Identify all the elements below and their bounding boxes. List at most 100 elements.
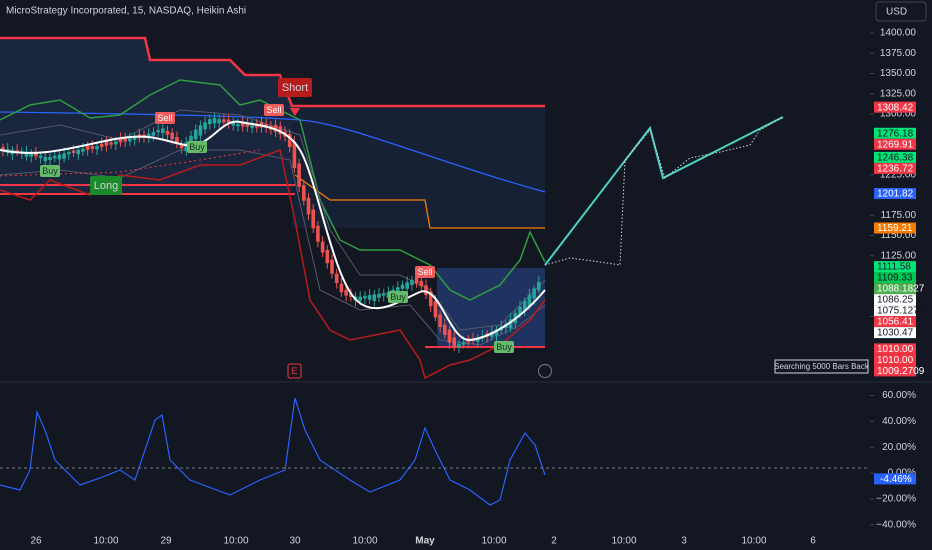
- x-tick-label: 10:00: [611, 536, 636, 547]
- candle-body: [231, 122, 236, 126]
- price-tag-label: 1056.41: [877, 317, 914, 328]
- candle-body: [311, 209, 315, 229]
- candle-body: [302, 185, 306, 201]
- candle-body: [217, 119, 221, 124]
- y-tick-label: 1300.00: [880, 109, 917, 120]
- candle-body: [170, 132, 174, 140]
- candle-body: [537, 282, 541, 291]
- price-tag-label: 1109.33: [877, 273, 913, 284]
- short-signal: [278, 78, 312, 97]
- dividend-marker[interactable]: [538, 364, 552, 378]
- price-tag-label: 1276.18: [877, 128, 914, 139]
- candle-body: [38, 155, 43, 158]
- osc-tag: [874, 473, 916, 485]
- buy-label: Buy: [390, 292, 406, 302]
- candle-body: [316, 225, 320, 242]
- sell-label: Sell: [266, 105, 281, 115]
- candle-body: [405, 282, 409, 289]
- candle-body: [81, 148, 85, 152]
- price-tag: [874, 283, 916, 295]
- oscillator-line: [0, 397, 546, 506]
- candle-body: [189, 135, 193, 145]
- candle-body: [184, 142, 189, 152]
- y-tick-label: 60.00%: [882, 390, 916, 401]
- y-tick-label: 1375.00: [880, 48, 917, 59]
- y-tick-label: 1325.00: [880, 88, 917, 99]
- candle-body: [132, 137, 137, 140]
- price-tag-label: 1246.38: [877, 153, 914, 164]
- candle-body: [62, 153, 66, 159]
- candle-body: [151, 131, 156, 136]
- candle-body: [212, 117, 217, 124]
- candle-body: [85, 145, 90, 150]
- candle-body: [198, 125, 203, 136]
- y-tick-label: −40.00%: [876, 520, 916, 531]
- axes: 1400.00 1375.00 1350.00 1325.00 1300.00 1225.…: [30, 28, 924, 547]
- symbol-title: MicroStrategy Incorporated, 15, NASDAQ, …: [6, 6, 246, 17]
- x-tick-label: 29: [160, 536, 172, 547]
- support-line: [0, 184, 545, 348]
- buy-label: Buy: [42, 166, 58, 176]
- candle-body: [48, 157, 52, 161]
- price-tag-label: 1030.47: [877, 328, 914, 339]
- candle-body: [118, 138, 123, 143]
- buy-signal: [388, 291, 408, 303]
- price-tag: [874, 272, 916, 284]
- candle-body: [532, 288, 536, 299]
- y-tick-label: 40.00%: [882, 416, 916, 427]
- candle-body: [104, 141, 109, 146]
- candle-body: [443, 324, 447, 335]
- candle-body: [128, 138, 132, 142]
- candle-body: [452, 337, 456, 348]
- candle-body: [428, 291, 433, 307]
- price-tag-label: 1088.1827: [877, 284, 925, 295]
- candle-body: [76, 149, 80, 155]
- candle-body: [438, 314, 442, 327]
- candle-body: [109, 142, 113, 145]
- candle-body: [414, 277, 419, 284]
- buy-signal: [187, 141, 207, 153]
- x-tick-label: 2: [551, 536, 557, 547]
- y-tick-label: 1400.00: [880, 28, 917, 39]
- candle-body: [358, 296, 362, 301]
- candle-body: [95, 145, 99, 150]
- x-tick-label: May: [415, 536, 435, 547]
- candle-body: [396, 287, 400, 292]
- annotations: Short Long Sell Sell Sell Buy Buy Buy Bu…: [40, 78, 870, 379]
- candle-body: [165, 130, 170, 135]
- candle-body: [15, 150, 19, 153]
- candle-body: [433, 300, 438, 318]
- sell-label: Sell: [417, 267, 432, 277]
- price-tag-label: 1010.00: [877, 344, 914, 355]
- candle-body: [292, 141, 297, 169]
- buy-label: Buy: [189, 142, 205, 152]
- candle-body: [381, 293, 386, 296]
- candle-body: [344, 289, 348, 296]
- event-marker[interactable]: [287, 363, 302, 379]
- candle-body: [52, 155, 57, 159]
- candle-body: [320, 241, 325, 253]
- candle-body: [1, 147, 5, 151]
- status-box: [774, 359, 869, 374]
- candle-body: [250, 125, 254, 128]
- price-tag: [874, 261, 916, 273]
- candle-body: [278, 126, 283, 135]
- price-tag: [874, 365, 916, 377]
- candle-body: [334, 273, 339, 284]
- osc-tag-label: -4.46%: [880, 474, 912, 485]
- candle-body: [179, 144, 184, 149]
- x-tick-label: 10:00: [481, 536, 506, 547]
- price-tag-label: 1201.82: [877, 189, 914, 200]
- buy-signal: [494, 341, 514, 353]
- candle-body: [236, 124, 240, 127]
- price-tag: [874, 162, 916, 174]
- candle-body: [99, 143, 104, 147]
- currency-button[interactable]: [875, 1, 927, 22]
- price-tag-label: 1236.72: [877, 164, 914, 175]
- candle-body: [330, 259, 334, 274]
- x-tick-label: 10:00: [93, 536, 118, 547]
- x-tick-label: 10:00: [223, 536, 248, 547]
- price-tag: [874, 188, 916, 200]
- candle-body: [175, 137, 179, 144]
